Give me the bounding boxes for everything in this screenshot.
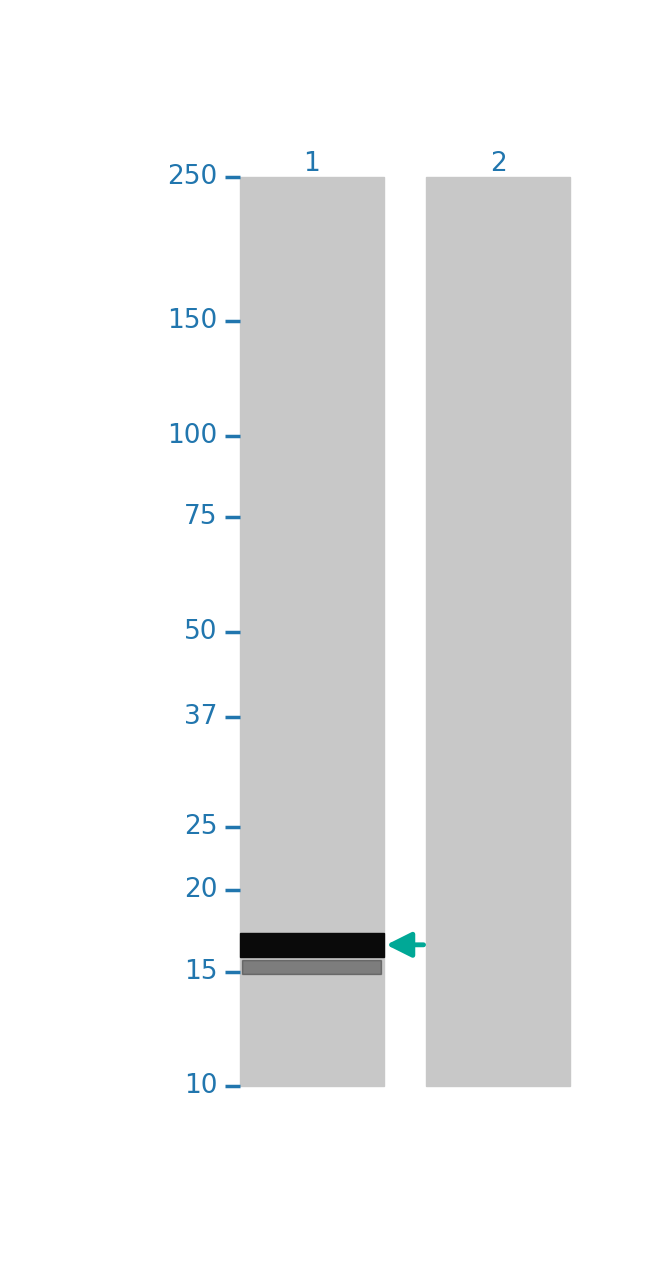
Text: 37: 37 [184,704,217,730]
Text: 50: 50 [184,618,217,645]
Bar [240,177,384,1086]
Text: 1: 1 [304,151,320,177]
Text: 2: 2 [490,151,507,177]
Text: 100: 100 [167,423,217,448]
Bar [240,933,384,956]
Bar [242,960,381,974]
Text: 250: 250 [167,164,217,189]
Text: 20: 20 [184,878,217,903]
Text: 15: 15 [184,959,217,984]
Text: 10: 10 [184,1073,217,1100]
Bar [426,177,570,1086]
Text: 150: 150 [167,309,217,334]
Text: 25: 25 [184,814,217,841]
Text: 75: 75 [184,504,217,530]
